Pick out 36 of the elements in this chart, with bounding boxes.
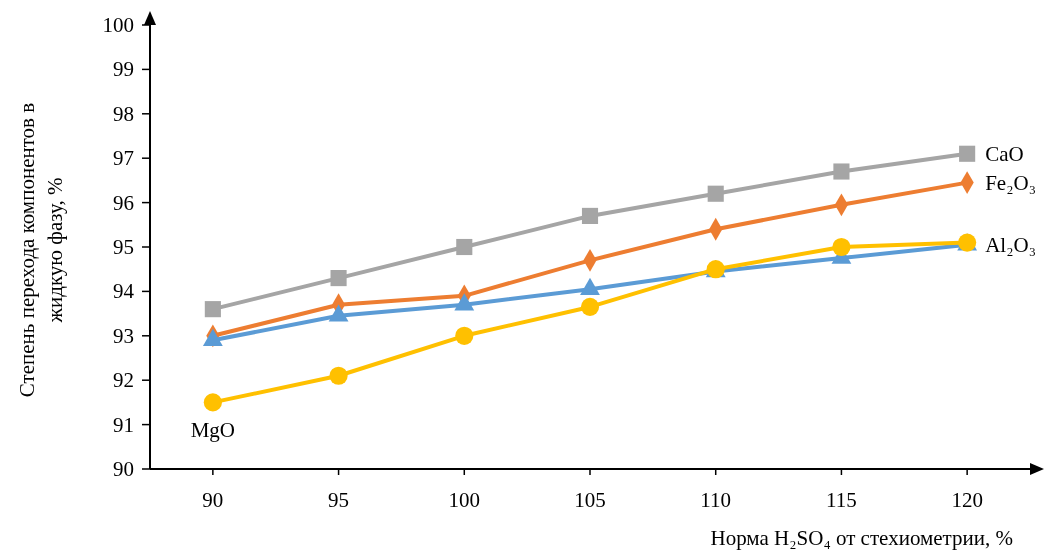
x-tick-label: 110 [700,488,732,512]
y-tick-label: 95 [113,235,134,259]
point [455,326,474,345]
point [707,185,724,202]
point [329,366,348,385]
series-label: MgO [190,418,236,443]
y-tick-label: 98 [113,101,134,126]
y-tick-label: 100 [102,13,134,37]
y-tick-label: 99 [113,57,134,82]
series-label: CaO [985,141,1024,166]
series-label: Al₂O₃ [985,232,1036,257]
point [833,163,850,180]
point [959,145,976,162]
y-tick-label: 91 [113,412,134,437]
x-tick-label: 95 [328,488,350,512]
y-axis-title: Степень перехода компонентов в жидкую фазу, % [15,102,67,398]
x-tick-label: 90 [202,488,224,512]
y-tick-label: 93 [113,323,134,348]
y-tick-label: 92 [113,368,134,393]
y-tick-label: 90 [113,457,134,481]
y-tick-label: 97 [113,146,134,171]
point [581,207,599,224]
point [832,237,851,257]
x-tick-label: 120 [951,488,983,512]
point [456,238,473,256]
point [580,297,600,317]
x-tick-label: 115 [826,488,857,512]
x-tick-label: 105 [574,488,606,512]
point [204,301,221,318]
point [330,270,347,287]
x-tick-label: 100 [448,488,481,512]
y-tick-label: 96 [113,190,134,215]
point [203,393,222,412]
x-axis-title: Норма H₂SO₄ от стехиометрии, % [710,526,1013,550]
y-tick-label: 94 [113,279,135,304]
series-label: Fe₂O₃ [985,170,1036,195]
